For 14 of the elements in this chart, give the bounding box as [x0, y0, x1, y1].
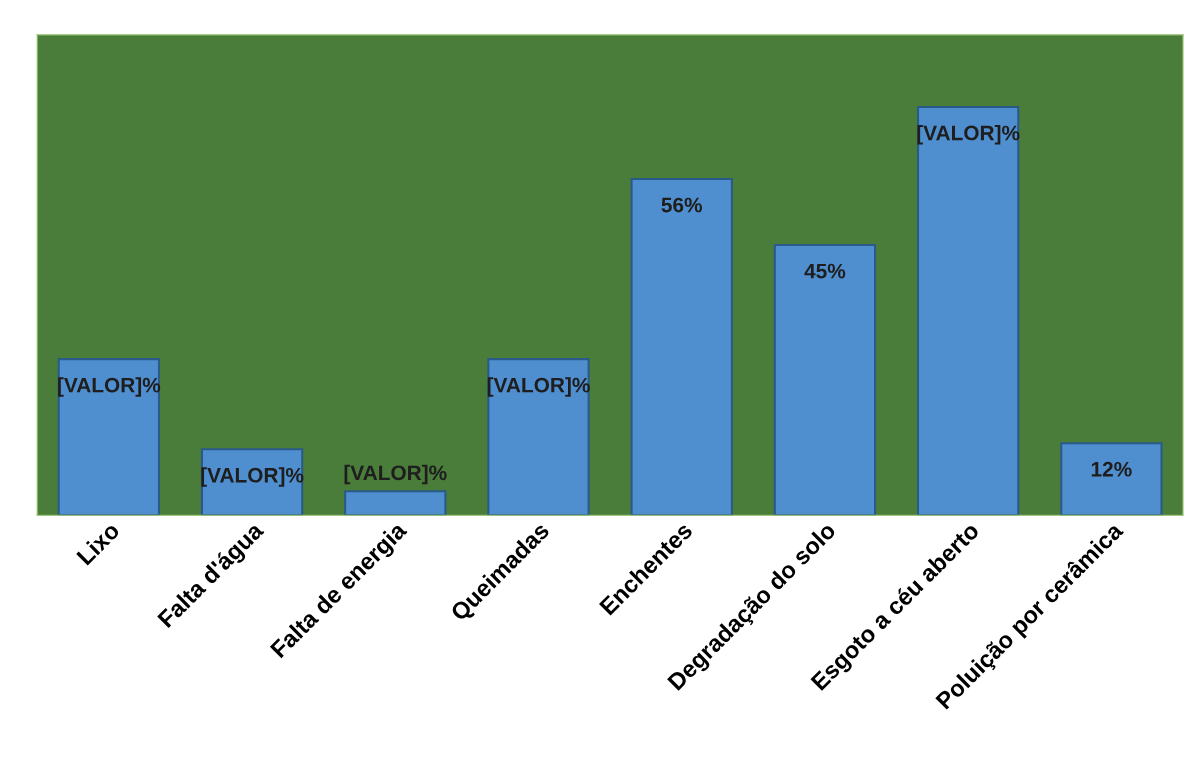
- bar: [487, 358, 590, 516]
- x-tick-label: Lixo: [75, 520, 121, 566]
- bar: [773, 244, 877, 516]
- bar: [916, 105, 1020, 516]
- data-label: 56%: [661, 197, 703, 213]
- data-label: 45%: [804, 263, 846, 279]
- data-label: [VALOR]%: [487, 377, 590, 397]
- data-label: [VALOR]%: [344, 464, 447, 485]
- bar: [1060, 442, 1163, 516]
- data-label: [VALOR]%: [58, 377, 161, 397]
- data-label: 12%: [1091, 461, 1132, 477]
- bar: [57, 358, 161, 516]
- bar: [344, 490, 447, 516]
- bar: [630, 177, 733, 516]
